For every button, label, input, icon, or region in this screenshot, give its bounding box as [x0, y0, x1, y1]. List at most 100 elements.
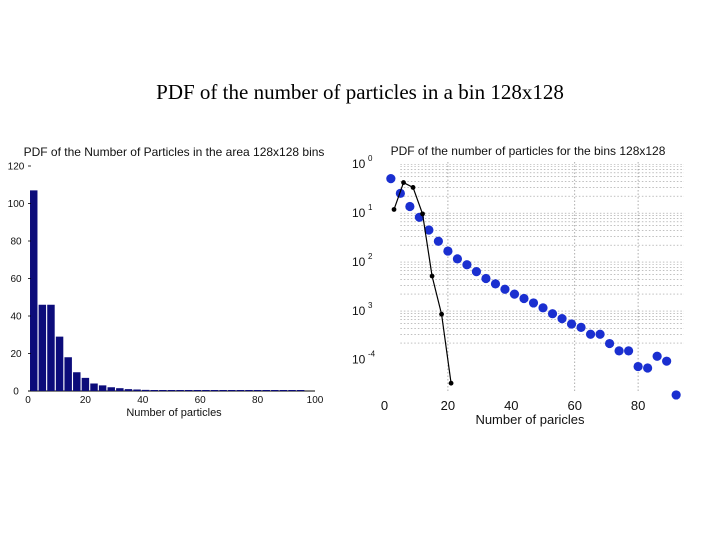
- data-point-blue: [633, 361, 643, 372]
- bar: [236, 390, 245, 391]
- bar: [253, 390, 262, 391]
- y-tick-label: 60: [10, 274, 22, 285]
- bar: [210, 390, 219, 391]
- right-chart-xlabel: Number of paricles: [475, 412, 585, 427]
- y-tick-exponent: 0: [368, 154, 373, 163]
- bar: [167, 390, 176, 391]
- bar: [184, 390, 193, 391]
- y-tick-label: 0: [13, 387, 19, 398]
- data-point-blue: [386, 174, 396, 184]
- data-point-blue: [624, 346, 634, 356]
- bar: [141, 389, 150, 391]
- y-tick-label: 20: [10, 349, 22, 360]
- y-tick-exponent: 1: [368, 203, 373, 212]
- data-point-black: [401, 180, 406, 185]
- y-tick-label: 80: [10, 237, 22, 248]
- data-point-blue: [614, 346, 624, 356]
- x-tick-label: 40: [504, 398, 518, 413]
- data-point-black: [439, 311, 444, 317]
- data-point-blue: [538, 303, 548, 313]
- data-point-blue: [462, 260, 472, 270]
- bar: [219, 390, 227, 391]
- data-point-blue: [443, 246, 453, 256]
- bar: [55, 336, 64, 391]
- data-point-blue: [557, 313, 567, 324]
- data-point-blue: [595, 329, 605, 339]
- data-point-blue: [585, 329, 596, 339]
- y-tick-exponent: 3: [368, 301, 373, 310]
- data-point-blue: [528, 298, 539, 308]
- data-point-blue: [652, 351, 662, 361]
- y-tick-label: 10: [352, 304, 366, 318]
- bar: [193, 390, 202, 391]
- data-point-blue: [604, 338, 615, 349]
- y-tick-exponent: -4: [368, 350, 376, 359]
- bar: [73, 372, 81, 391]
- bar: [176, 390, 184, 391]
- bar: [64, 357, 72, 391]
- x-tick-label: 60: [195, 395, 207, 406]
- y-tick-label: 10: [352, 353, 366, 367]
- bar: [107, 387, 115, 391]
- data-point-blue: [576, 322, 586, 333]
- data-point-black: [410, 185, 416, 190]
- data-point-blue: [519, 293, 529, 304]
- data-point-blue: [405, 201, 415, 212]
- bar: [38, 304, 47, 391]
- bar: [150, 390, 159, 391]
- bar: [288, 390, 296, 391]
- bar: [116, 388, 124, 391]
- data-point-blue: [452, 254, 463, 264]
- data-point-blue: [481, 273, 491, 284]
- data-point-blue: [671, 390, 681, 400]
- right-log-chart: 10 010 110 210 310 -40 20 40 60 80: [352, 154, 684, 413]
- bar: [90, 383, 98, 391]
- data-point-black: [391, 207, 397, 212]
- x-tick-label: 100: [307, 395, 324, 406]
- bar: [47, 304, 55, 391]
- x-tick-label: 0: [25, 395, 31, 406]
- data-point-blue: [547, 309, 558, 319]
- data-point-blue: [509, 289, 520, 299]
- data-point-blue: [662, 356, 672, 366]
- left-chart-xlabel: Number of particles: [126, 407, 222, 419]
- bar: [245, 390, 253, 391]
- data-point-black: [448, 380, 454, 386]
- bar: [133, 389, 141, 391]
- x-tick-label: 20: [441, 398, 455, 413]
- bar: [228, 390, 236, 391]
- y-tick-label: 10: [352, 206, 366, 220]
- data-point-blue: [500, 284, 510, 294]
- data-point-blue: [433, 236, 443, 246]
- x-tick-label: 40: [137, 395, 149, 406]
- bar: [296, 390, 305, 391]
- bar: [279, 390, 288, 391]
- y-tick-label: 10: [352, 157, 366, 171]
- x-tick-label: 80: [252, 395, 264, 406]
- x-tick-label: 20: [80, 395, 92, 406]
- bar: [271, 390, 279, 391]
- data-point-blue: [566, 319, 577, 329]
- right-chart-title: PDF of the number of particles for the b…: [391, 144, 666, 158]
- bar: [81, 377, 90, 391]
- slide-title: PDF of the number of particles in a bin …: [156, 80, 564, 104]
- y-tick-label: 120: [8, 162, 25, 173]
- data-point-blue: [643, 363, 653, 373]
- bar: [159, 390, 167, 391]
- bar: [262, 390, 270, 391]
- bar: [124, 389, 133, 391]
- y-tick-label: 100: [8, 199, 25, 210]
- x-tick-label: 80: [631, 398, 645, 413]
- bar: [98, 385, 107, 391]
- data-point-blue: [490, 279, 501, 289]
- data-point-black: [420, 211, 425, 217]
- y-tick-label: 10: [352, 255, 366, 269]
- left-bar-chart: 0 20 40 60 80 100 120 0 20 40 60 80 100: [8, 162, 324, 407]
- data-point-blue: [424, 225, 434, 235]
- data-point-black: [429, 273, 435, 279]
- x-tick-label: 0: [381, 398, 388, 413]
- x-tick-label: 60: [567, 398, 581, 413]
- bar: [30, 190, 38, 391]
- left-chart-title: PDF of the Number of Particles in the ar…: [24, 145, 325, 159]
